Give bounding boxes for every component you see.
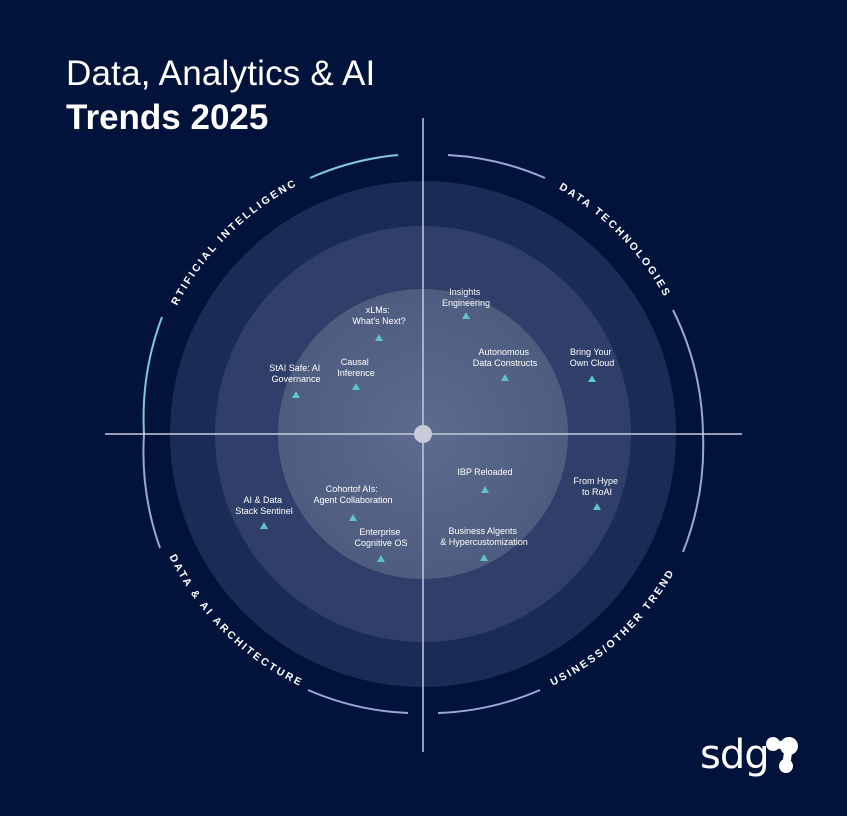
trend-label-line: What’s Next? bbox=[352, 316, 405, 326]
trend-label-line: Business Algents bbox=[448, 526, 517, 536]
trend-label-line: Autonomous bbox=[478, 347, 529, 357]
trend-label-line: Cognitive OS bbox=[354, 538, 407, 548]
trend-marker-icon bbox=[375, 334, 383, 341]
arc-dt-2 bbox=[672, 309, 704, 435]
trend-label-line: AI & Data bbox=[243, 495, 282, 505]
trend-label: AI & Data Stack Sentinel bbox=[235, 495, 293, 516]
trend-label-line: Stack Sentinel bbox=[235, 506, 293, 516]
trend-item[interactable]: StAI Safe: AI Governance bbox=[269, 363, 323, 398]
logo-mark-icon bbox=[766, 737, 798, 773]
trend-label: Cohortof AIs: Agent Collaboration bbox=[313, 484, 392, 505]
trend-item[interactable]: Business Algents & Hypercustomization bbox=[440, 526, 528, 561]
trend-item[interactable]: Autonomous Data Constructs bbox=[473, 347, 538, 381]
arc-ai-1 bbox=[309, 154, 399, 179]
sdg-logo: sdg bbox=[700, 732, 800, 782]
trend-marker-icon bbox=[377, 555, 385, 562]
trend-label: StAI Safe: AI Governance bbox=[269, 363, 323, 384]
trend-item[interactable]: Cohortof AIs: Agent Collaboration bbox=[313, 484, 393, 521]
trend-marker-icon bbox=[593, 503, 601, 510]
trend-label-line: Bring Your bbox=[570, 347, 612, 357]
trend-marker-icon bbox=[260, 522, 268, 529]
trend-label-line: Governance bbox=[271, 374, 320, 384]
trend-label-line: StAI Safe: AI bbox=[269, 363, 320, 373]
center-node bbox=[414, 425, 432, 443]
trend-label: Insights Engineering bbox=[442, 287, 490, 308]
trend-label: Enterprise Cognitive OS bbox=[354, 527, 407, 548]
arc-biz-2 bbox=[437, 689, 541, 714]
arc-arch-1 bbox=[142, 433, 161, 549]
trend-label-line: Agent Collaboration bbox=[313, 495, 392, 505]
trend-label: xLMs: What’s Next? bbox=[352, 305, 405, 326]
trend-label-line: Data Constructs bbox=[473, 358, 538, 368]
trend-item[interactable]: IBP Reloaded bbox=[457, 467, 513, 493]
trend-item[interactable]: AI & Data Stack Sentinel bbox=[235, 495, 293, 529]
trend-marker-icon bbox=[292, 391, 300, 398]
trend-label: Bring Your Own Cloud bbox=[570, 347, 615, 368]
trend-item[interactable]: Bring Your Own Cloud bbox=[570, 347, 615, 382]
trend-label-line: to RoAI bbox=[582, 487, 612, 497]
trend-marker-icon bbox=[349, 514, 357, 521]
trend-label-line: xLMs: bbox=[366, 305, 390, 315]
trend-item[interactable]: Causal Inference bbox=[337, 357, 375, 390]
trend-item[interactable]: xLMs: What’s Next? bbox=[352, 305, 406, 341]
arc-biz-1 bbox=[682, 433, 705, 553]
trend-label: Business Algents & Hypercustomization bbox=[440, 526, 528, 547]
logo-text: sdg bbox=[700, 732, 770, 778]
trend-label-line: Cohortof AIs: bbox=[326, 484, 378, 494]
trend-label-line: Insights bbox=[449, 287, 481, 297]
trend-label-line: IBP Reloaded bbox=[457, 467, 512, 477]
trend-marker-icon bbox=[481, 486, 489, 493]
trend-item[interactable]: Insights Engineering bbox=[442, 287, 490, 319]
trend-marker-icon bbox=[462, 312, 470, 319]
trend-label: IBP Reloaded bbox=[457, 467, 512, 477]
trend-label-line: Own Cloud bbox=[570, 358, 615, 368]
arc-arch-2 bbox=[307, 689, 409, 714]
trend-marker-icon bbox=[588, 375, 596, 382]
trend-label: Autonomous Data Constructs bbox=[473, 347, 538, 368]
title-block: Data, Analytics & AI Trends 2025 bbox=[66, 52, 375, 140]
trend-label-line: Engineering bbox=[442, 298, 490, 308]
trend-marker-icon bbox=[501, 374, 509, 381]
trend-label-line: Enterprise bbox=[359, 527, 400, 537]
title-line-1: Data, Analytics & AI bbox=[66, 54, 376, 93]
trend-label-line: Inference bbox=[337, 368, 375, 378]
trend-item[interactable]: From Hype to RoAI bbox=[573, 476, 620, 510]
arc-dt-1 bbox=[447, 154, 546, 179]
trend-label: Causal Inference bbox=[337, 357, 375, 378]
trend-item[interactable]: Enterprise Cognitive OS bbox=[354, 527, 408, 562]
arc-ai-2 bbox=[142, 316, 163, 435]
trend-label-line: Causal bbox=[341, 357, 369, 367]
trend-marker-icon bbox=[480, 554, 488, 561]
trend-label-line: & Hypercustomization bbox=[440, 537, 528, 547]
trend-label: From Hype to RoAI bbox=[573, 476, 620, 497]
trend-label-line: From Hype bbox=[573, 476, 618, 486]
title-line-2: Trends 2025 bbox=[66, 98, 269, 137]
trend-marker-icon bbox=[352, 383, 360, 390]
